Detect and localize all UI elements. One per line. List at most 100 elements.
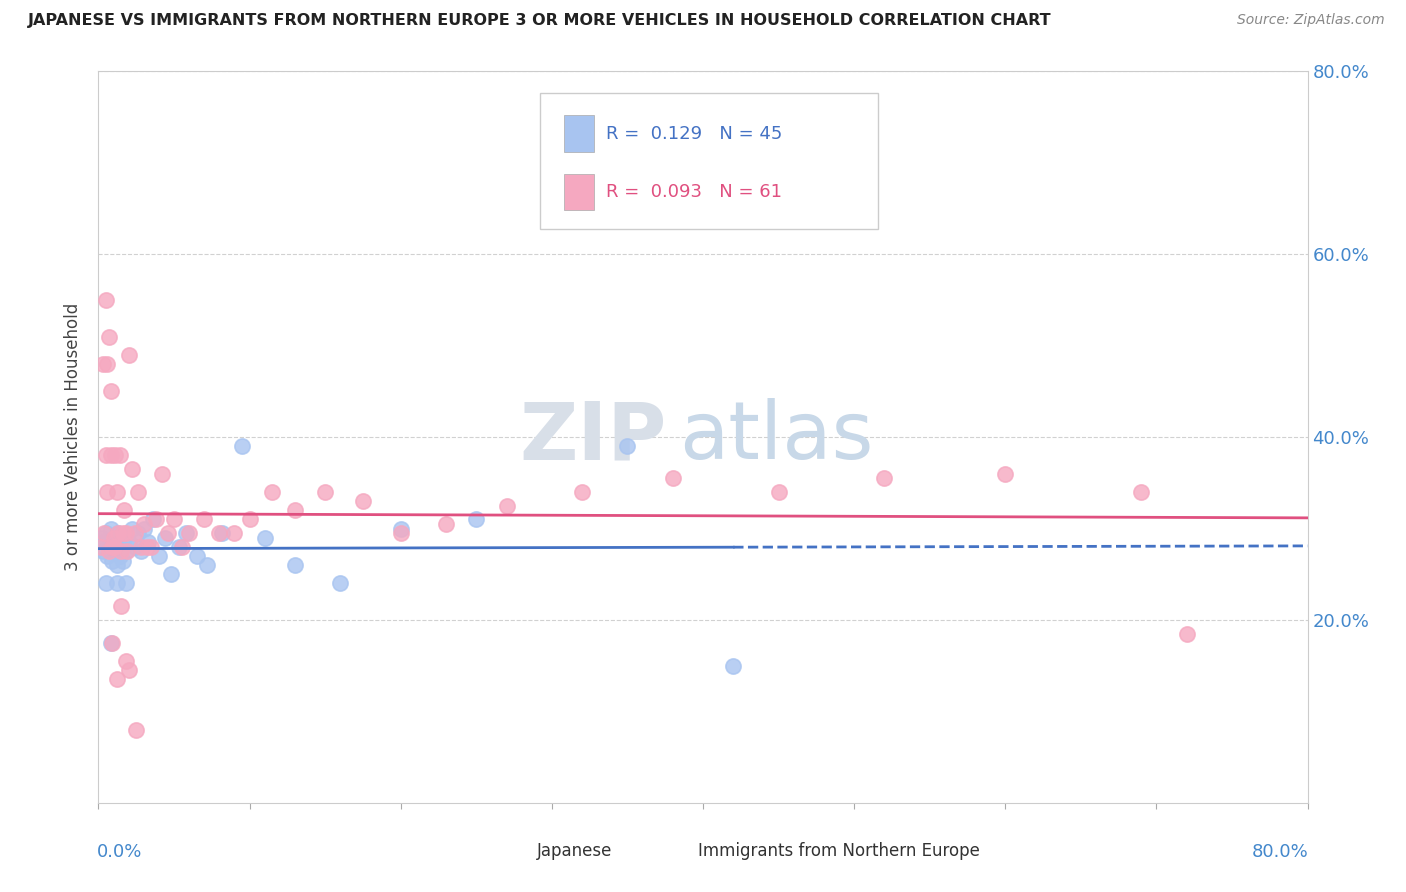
FancyBboxPatch shape [564, 174, 595, 211]
Text: Immigrants from Northern Europe: Immigrants from Northern Europe [699, 842, 980, 860]
Point [90, 531, 112, 545]
Point [211, 526, 233, 541]
Point [1130, 485, 1153, 500]
Point [104, 449, 127, 463]
Point [434, 516, 457, 531]
Point [224, 526, 246, 541]
Point [873, 471, 896, 485]
Point [127, 526, 149, 541]
Y-axis label: 3 or more Vehicles in Household: 3 or more Vehicles in Household [65, 303, 83, 571]
Point [115, 544, 138, 558]
Point [389, 521, 412, 535]
Point [174, 526, 197, 541]
Point [118, 348, 141, 362]
Point [108, 449, 131, 463]
Point [352, 494, 374, 508]
Text: 0.0%: 0.0% [97, 843, 142, 861]
Point [100, 521, 122, 535]
Point [110, 540, 132, 554]
Point [105, 485, 128, 500]
Point [104, 544, 127, 558]
Point [121, 462, 143, 476]
Point [723, 658, 745, 673]
Point [136, 535, 159, 549]
Point [465, 512, 488, 526]
Point [103, 531, 125, 545]
Point [98, 329, 121, 343]
Point [90, 540, 112, 554]
Point [100, 636, 122, 650]
Point [616, 439, 638, 453]
FancyBboxPatch shape [503, 841, 530, 862]
Point [160, 567, 183, 582]
Point [111, 526, 134, 541]
Point [150, 467, 173, 481]
FancyBboxPatch shape [564, 115, 595, 152]
Point [110, 544, 132, 558]
Point [105, 576, 128, 591]
Text: Source: ZipAtlas.com: Source: ZipAtlas.com [1237, 13, 1385, 28]
Text: ZIP: ZIP [519, 398, 666, 476]
Point [100, 384, 122, 399]
Point [132, 521, 155, 535]
Point [141, 540, 163, 554]
Text: JAPANESE VS IMMIGRANTS FROM NORTHERN EUROPE 3 OR MORE VEHICLES IN HOUSEHOLD CORR: JAPANESE VS IMMIGRANTS FROM NORTHERN EUR… [28, 13, 1052, 29]
Point [94, 526, 117, 541]
Point [114, 526, 136, 541]
Point [208, 526, 231, 541]
Point [132, 516, 155, 531]
Point [91, 357, 114, 371]
FancyBboxPatch shape [540, 94, 879, 228]
Point [112, 531, 135, 545]
Point [124, 540, 146, 554]
Point [253, 531, 276, 545]
Point [107, 526, 129, 541]
Point [103, 535, 125, 549]
Point [129, 544, 152, 558]
Point [145, 512, 167, 526]
Point [100, 449, 122, 463]
Point [156, 526, 179, 541]
Point [101, 540, 124, 554]
Point [1175, 626, 1198, 640]
Point [148, 549, 170, 563]
Point [231, 439, 253, 453]
FancyBboxPatch shape [664, 841, 690, 862]
Point [129, 540, 152, 554]
Point [314, 485, 336, 500]
Point [105, 673, 128, 687]
Point [96, 357, 118, 371]
Text: 80.0%: 80.0% [1251, 843, 1309, 861]
Point [239, 512, 262, 526]
Point [96, 549, 118, 563]
Text: Japanese: Japanese [537, 842, 613, 860]
Point [108, 549, 131, 563]
Point [571, 485, 593, 500]
Point [111, 553, 134, 567]
Text: R =  0.093   N = 61: R = 0.093 N = 61 [606, 183, 782, 201]
Point [101, 636, 124, 650]
Point [329, 576, 352, 591]
Point [121, 521, 143, 535]
Point [114, 576, 136, 591]
Point [110, 599, 132, 614]
Point [94, 576, 117, 591]
Point [262, 485, 284, 500]
Point [103, 540, 125, 554]
Point [94, 449, 117, 463]
Text: R =  0.129   N = 45: R = 0.129 N = 45 [606, 125, 783, 143]
Point [662, 471, 685, 485]
Text: atlas: atlas [679, 398, 873, 476]
Point [93, 535, 115, 549]
Point [107, 526, 129, 541]
Point [98, 544, 121, 558]
Point [195, 558, 218, 573]
Point [179, 526, 201, 541]
Point [93, 526, 115, 541]
Point [284, 558, 307, 573]
Point [495, 499, 517, 513]
Point [142, 512, 165, 526]
Point [153, 531, 176, 545]
Point [94, 293, 117, 307]
Point [170, 540, 193, 554]
